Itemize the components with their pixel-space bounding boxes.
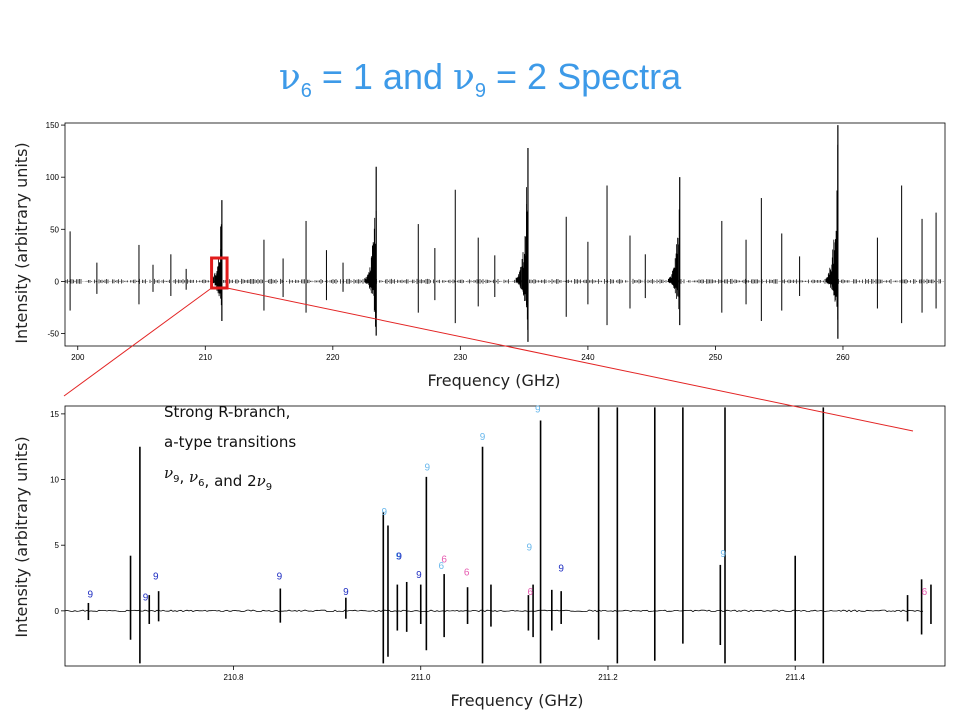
assignment-label-nu9: 9 bbox=[277, 571, 283, 582]
y-tick-label: 150 bbox=[46, 121, 60, 130]
assignment-label-2nu9: 9 bbox=[395, 552, 401, 563]
assignment-label-nu6: 6 bbox=[464, 567, 470, 578]
r-branch-cluster bbox=[825, 144, 839, 320]
assignment-label-2nu9: 9 bbox=[425, 462, 431, 473]
plot-frame bbox=[64, 122, 946, 347]
y-tick-label: 10 bbox=[50, 476, 59, 485]
assignment-label-2nu9: 9 bbox=[381, 507, 387, 518]
zoom-connector-left bbox=[63, 287, 212, 397]
annotation-line-3: ν9, ν6, and 2ν9 bbox=[164, 464, 272, 493]
overview-spectrum-trace bbox=[65, 125, 944, 342]
overview-y-axis-title: Intensity (arbitrary units) bbox=[12, 142, 31, 343]
assignment-label-nu9: 9 bbox=[396, 552, 402, 563]
x-tick-label: 210 bbox=[199, 353, 213, 362]
plot-frame bbox=[64, 405, 946, 667]
y-tick-label: 50 bbox=[50, 225, 59, 234]
x-tick-label: 220 bbox=[326, 353, 340, 362]
x-tick-label: 211.4 bbox=[785, 673, 805, 682]
assignment-label-nu6: 6 bbox=[922, 587, 928, 598]
annotation-line-2: a-type transitions bbox=[164, 433, 296, 451]
zoom-connector-right bbox=[226, 287, 914, 432]
zoomed-spectrum-trace bbox=[64, 407, 932, 664]
baseline-noise bbox=[65, 278, 944, 284]
title-subscript-9: 9 bbox=[474, 80, 487, 103]
annotation-line-1: Strong R-branch, bbox=[164, 403, 290, 421]
title-nu-symbol: ν bbox=[278, 57, 301, 98]
x-tick-label: 250 bbox=[709, 353, 723, 362]
x-tick-label: 230 bbox=[454, 353, 468, 362]
y-tick-label: -50 bbox=[47, 329, 59, 338]
zoom-region-box bbox=[210, 256, 229, 290]
assignment-label-2nu9: 9 bbox=[480, 432, 486, 443]
y-tick-label: 0 bbox=[55, 607, 60, 616]
x-tick-label: 200 bbox=[71, 353, 85, 362]
overview-x-axis-title: Frequency (GHz) bbox=[427, 371, 560, 390]
zoom-callout bbox=[63, 256, 914, 432]
assignment-label-nu9: 9 bbox=[343, 587, 349, 598]
assignment-label-nu9: 9 bbox=[143, 592, 149, 603]
x-tick-label: 210.8 bbox=[223, 673, 244, 682]
title-text-part2: = 2 Spectra bbox=[486, 56, 682, 97]
assignment-label-nu6: 6 bbox=[441, 554, 447, 565]
r-branch-cluster bbox=[364, 210, 377, 327]
x-tick-label: 240 bbox=[581, 353, 595, 362]
x-tick-label: 211.2 bbox=[598, 673, 618, 682]
assignment-label-nu9: 9 bbox=[153, 571, 159, 582]
r-branch-cluster bbox=[668, 209, 680, 310]
overview-tick-labels: -50 0 50 100 150 200 210 220 230 240 250 260 bbox=[46, 121, 851, 362]
assignment-label-2nu9: 9 bbox=[720, 549, 726, 560]
assignment-label-2nu9: 9 bbox=[535, 405, 541, 416]
zoomed-axes bbox=[61, 405, 946, 670]
assignment-label-nu9: 9 bbox=[416, 570, 422, 581]
assignment-label-nu9: 9 bbox=[87, 590, 93, 601]
title-subscript-6: 6 bbox=[300, 80, 312, 103]
assignment-label-nu9: 9 bbox=[558, 563, 564, 574]
y-tick-label: 15 bbox=[50, 410, 59, 419]
overview-axes bbox=[61, 122, 946, 350]
r-branch-annotation: Strong R-branch, a-type transitions ν9, … bbox=[164, 403, 296, 493]
zoomed-y-axis-title: Intensity (arbitrary units) bbox=[12, 436, 31, 637]
y-tick-label: 5 bbox=[55, 541, 60, 550]
assignment-label-2nu9: 9 bbox=[527, 542, 533, 553]
zoomed-tick-labels: 0 5 10 15 210.8 211.0 211.2 211.4 bbox=[50, 410, 805, 682]
title-nu-symbol-2: ν bbox=[453, 57, 475, 98]
zoomed-x-axis-title: Frequency (GHz) bbox=[450, 691, 583, 710]
r-branch-cluster bbox=[515, 187, 529, 330]
slide-title: ν6 = 1 and ν9 = 2 Spectra bbox=[0, 56, 960, 103]
overview-spectrum-panel: -50 0 50 100 150 200 210 220 230 240 250 260 Intens… bbox=[12, 121, 946, 390]
y-tick-label: 0 bbox=[55, 277, 60, 286]
assignment-label-nu6: 6 bbox=[527, 587, 533, 598]
baseline-trace bbox=[64, 609, 924, 613]
assignment-label-2nu9: 6 bbox=[439, 561, 445, 572]
x-tick-label: 260 bbox=[836, 353, 850, 362]
title-text-part1: = 1 and bbox=[311, 56, 453, 97]
x-tick-label: 211.0 bbox=[411, 673, 431, 682]
y-tick-label: 100 bbox=[46, 173, 60, 182]
